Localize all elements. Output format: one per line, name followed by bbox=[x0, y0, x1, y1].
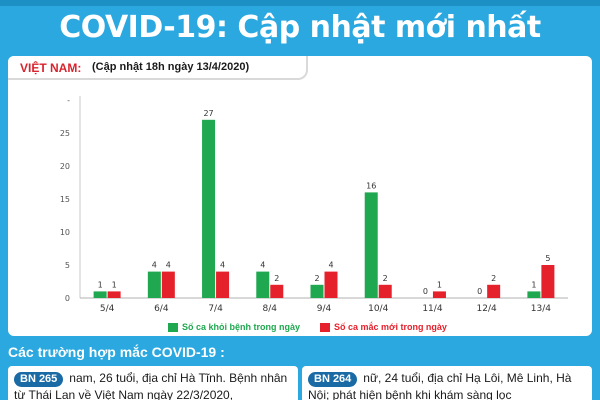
y-tick-label: 5 bbox=[65, 261, 70, 270]
data-label: 4 bbox=[328, 261, 333, 270]
y-tick-label: 0 bbox=[65, 294, 70, 303]
data-label: 1 bbox=[112, 280, 117, 289]
data-label: 2 bbox=[274, 274, 279, 283]
data-label: 4 bbox=[220, 261, 225, 270]
data-label: 2 bbox=[383, 274, 388, 283]
bar-new-cases bbox=[216, 271, 230, 298]
update-time: (Cập nhật 18h ngày 13/4/2020) bbox=[92, 61, 250, 73]
legend-item: Số ca mắc mới trong ngày bbox=[320, 322, 447, 332]
chart-legend: Số ca khỏi bệnh trong ngày Số ca mắc mới … bbox=[168, 320, 447, 334]
bar-recovered bbox=[310, 284, 324, 298]
x-tick-label: 11/4 bbox=[422, 304, 442, 314]
x-tick-label: 12/4 bbox=[477, 304, 497, 314]
bar-recovered bbox=[527, 291, 541, 298]
bar-recovered bbox=[364, 192, 378, 298]
x-tick-label: 10/4 bbox=[368, 304, 388, 314]
bar-new-cases bbox=[270, 284, 284, 298]
bar-recovered bbox=[93, 291, 107, 298]
bar-new-cases bbox=[324, 271, 338, 298]
data-label: 27 bbox=[203, 109, 213, 118]
legend-item: Số ca khỏi bệnh trong ngày bbox=[168, 322, 300, 332]
data-label: 1 bbox=[437, 280, 442, 289]
bar-recovered bbox=[256, 271, 270, 298]
x-tick-label: 9/4 bbox=[317, 304, 332, 314]
legend-swatch bbox=[320, 322, 331, 332]
case-text: nữ, 24 tuổi, địa chỉ Hạ Lôi, Mê Linh, Hà… bbox=[308, 371, 572, 400]
data-label: 1 bbox=[98, 280, 103, 289]
bar-recovered bbox=[147, 271, 161, 298]
data-label: 2 bbox=[314, 274, 319, 283]
x-tick-label: 8/4 bbox=[263, 304, 278, 314]
country-label: VIỆT NAM: bbox=[20, 61, 82, 75]
legend-label: Số ca khỏi bệnh trong ngày bbox=[182, 322, 301, 332]
bar-new-cases bbox=[107, 291, 121, 298]
data-label: 5 bbox=[545, 254, 550, 263]
top-strip bbox=[0, 0, 600, 6]
legend-label: Số ca mắc mới trong ngày bbox=[334, 322, 447, 332]
y-tick-label: - bbox=[67, 96, 70, 105]
panel-header: VIỆT NAM: (Cập nhật 18h ngày 13/4/2020) bbox=[8, 56, 308, 80]
case-badge: BN 265 bbox=[14, 372, 64, 387]
case-card-265: BN 265 nam, 26 tuổi, địa chỉ Hà Tĩnh. Bện… bbox=[8, 366, 298, 400]
x-tick-label: 5/4 bbox=[100, 304, 115, 314]
data-label: 1 bbox=[531, 280, 536, 289]
data-label: 16 bbox=[366, 181, 376, 190]
bar-new-cases bbox=[378, 284, 392, 298]
data-label: 4 bbox=[166, 261, 171, 270]
bar-recovered bbox=[202, 119, 216, 298]
data-label: 2 bbox=[491, 274, 496, 283]
y-tick-label: 15 bbox=[60, 195, 70, 204]
case-text: nam, 26 tuổi, địa chỉ Hà Tĩnh. Bệnh nhân… bbox=[14, 371, 288, 400]
data-label: 4 bbox=[260, 261, 265, 270]
bar-new-cases bbox=[541, 265, 555, 298]
y-tick-label: 20 bbox=[60, 162, 70, 171]
bar-new-cases bbox=[487, 284, 501, 298]
chart-panel: VIỆT NAM: (Cập nhật 18h ngày 13/4/2020) … bbox=[8, 56, 592, 336]
y-tick-label: 25 bbox=[60, 129, 70, 138]
data-label: 4 bbox=[152, 261, 157, 270]
page-title: COVID-19: Cập nhật mới nhất bbox=[59, 10, 541, 45]
y-tick-label: 10 bbox=[60, 228, 70, 237]
bar-new-cases bbox=[432, 291, 446, 298]
data-label: 0 bbox=[477, 287, 482, 296]
x-tick-label: 6/4 bbox=[154, 304, 169, 314]
x-tick-label: 13/4 bbox=[531, 304, 551, 314]
case-card-264: BN 264 nữ, 24 tuổi, địa chỉ Hạ Lôi, Mê Li… bbox=[302, 366, 592, 400]
case-badge: BN 264 bbox=[308, 372, 358, 387]
bar-new-cases bbox=[161, 271, 175, 298]
data-label: 0 bbox=[423, 287, 428, 296]
x-tick-label: 7/4 bbox=[208, 304, 223, 314]
cases-title: Các trường hợp mắc COVID-19 : bbox=[8, 344, 225, 360]
legend-swatch bbox=[168, 322, 178, 332]
